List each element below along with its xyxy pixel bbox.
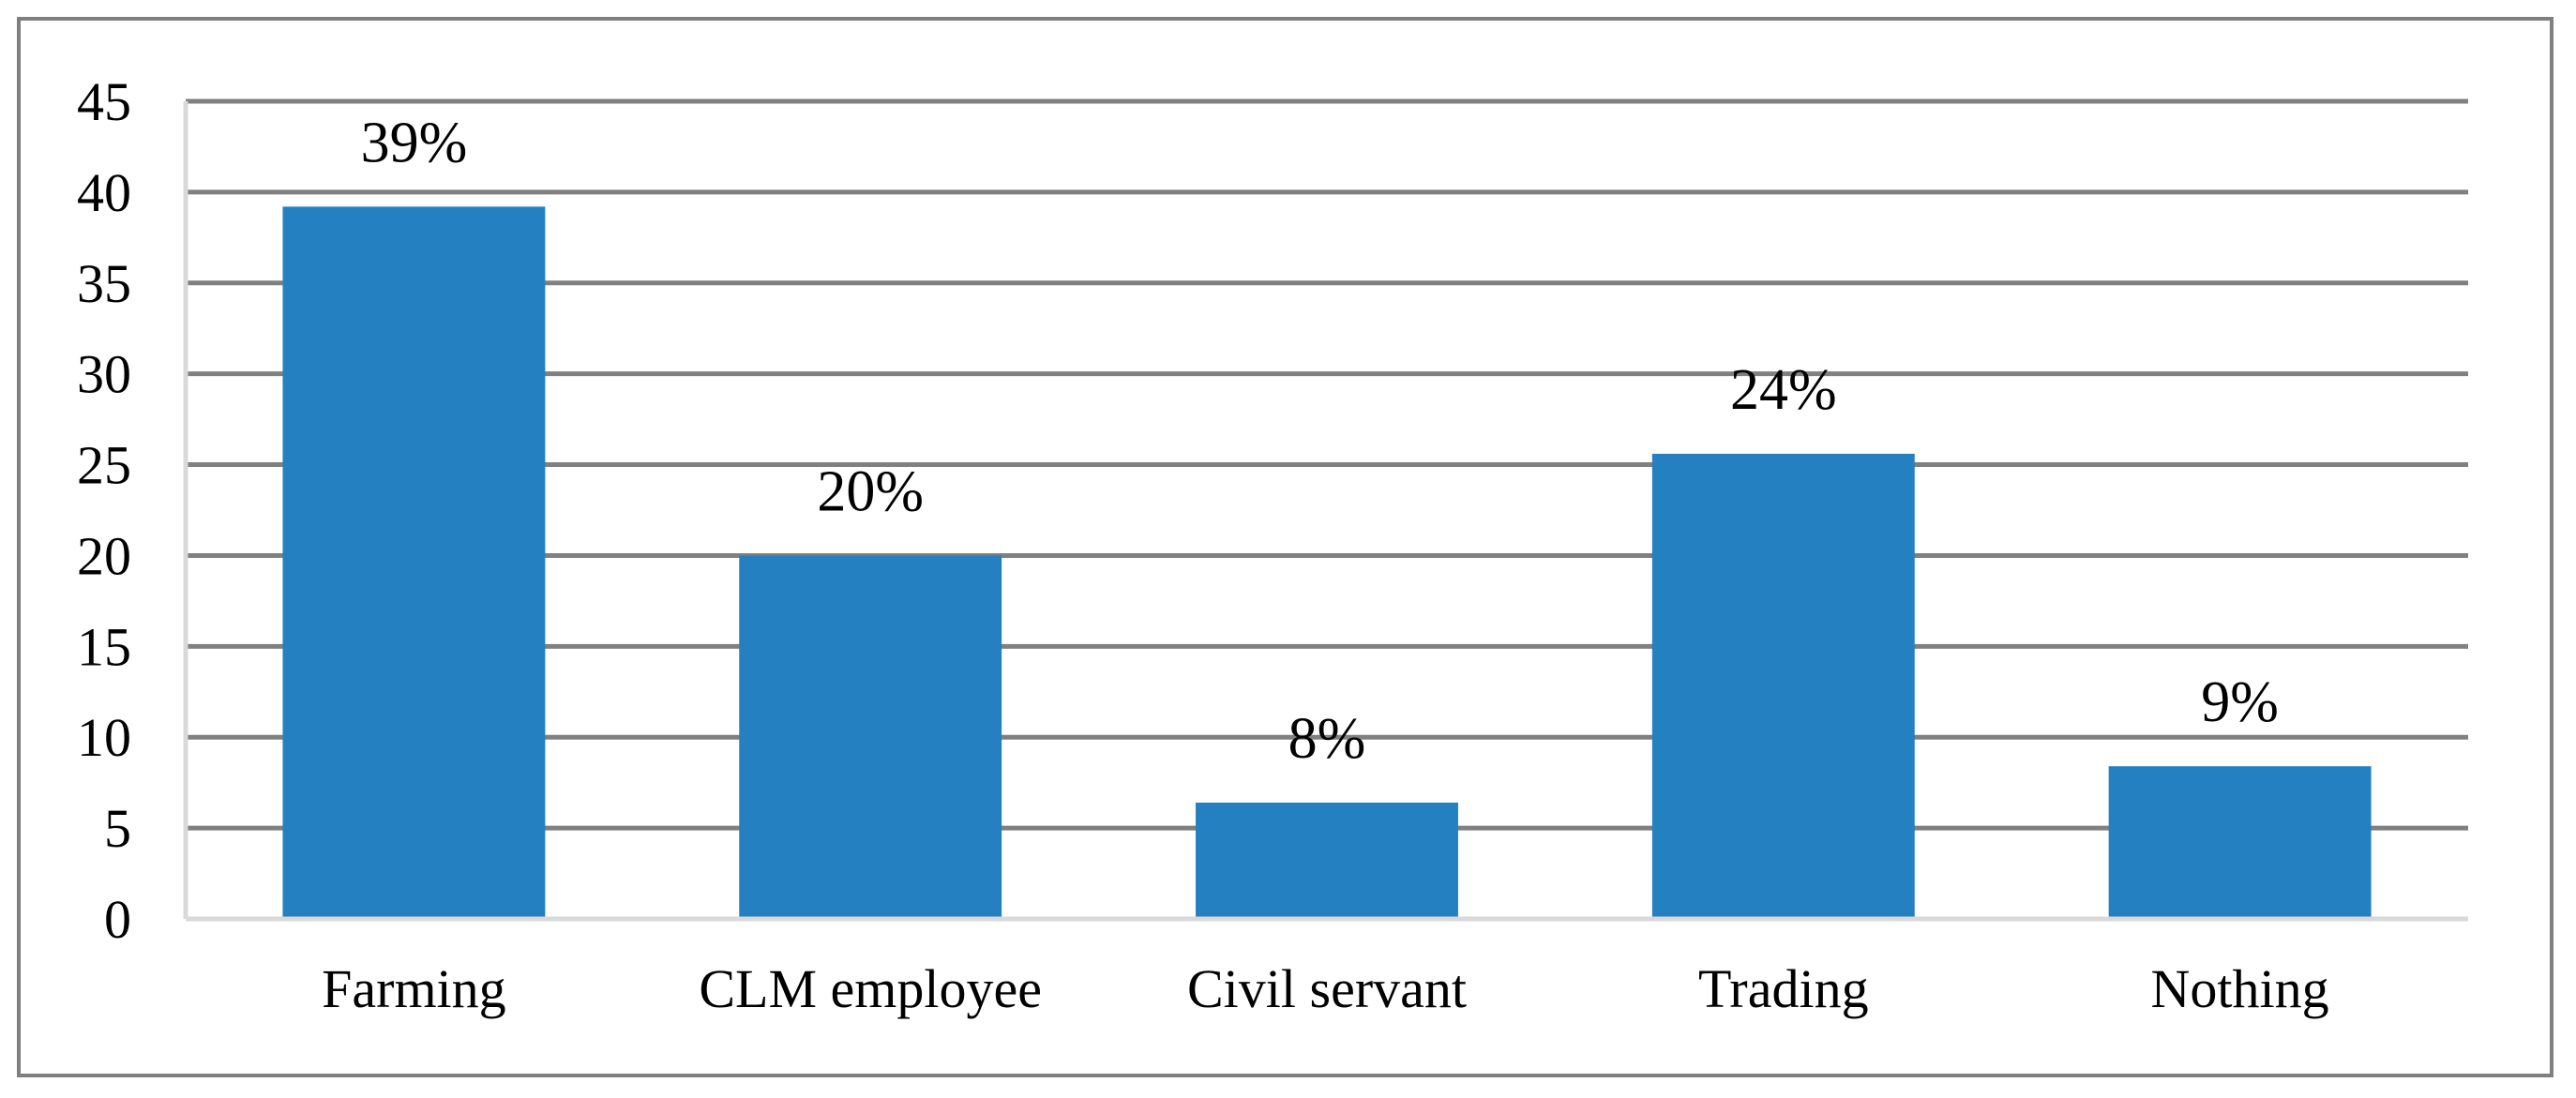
y-tick-label: 20 [77, 525, 131, 586]
y-tick-label: 35 [77, 253, 131, 314]
y-tick-label: 5 [104, 798, 131, 859]
bar-farming [282, 206, 546, 919]
bar-trading [1651, 453, 1915, 919]
axes [183, 101, 2468, 922]
x-category-label: Trading [1698, 958, 1869, 1019]
labels: 0 5 10 15 20 25 30 35 40 45 39% Farming 20% CLM emplo… [77, 71, 2329, 1019]
y-tick-label: 40 [77, 162, 131, 223]
gridlines [186, 98, 2468, 831]
y-tick-label: 15 [77, 616, 131, 677]
x-category-label: Nothing [2151, 958, 2329, 1019]
y-tick-label: 10 [77, 707, 131, 768]
y-tick-label: 30 [77, 344, 131, 405]
data-label: 39% [361, 111, 468, 174]
bar-clm-employee [739, 555, 1002, 919]
chart-frame: 0 5 10 15 20 25 30 35 40 45 39% Farming 20% CLM emplo… [17, 17, 2553, 1077]
data-label: 8% [1288, 707, 1366, 771]
y-tick-label: 45 [77, 71, 131, 132]
data-label: 9% [2201, 670, 2279, 734]
bar-chart: 0 5 10 15 20 25 30 35 40 45 39% Farming 20% CLM emplo… [77, 71, 2468, 1019]
y-tick-label: 0 [104, 889, 131, 950]
bar-nothing [2108, 766, 2372, 919]
data-label: 20% [817, 459, 924, 523]
x-category-label: Farming [322, 958, 506, 1019]
data-label: 24% [1730, 358, 1837, 422]
bar-civil-servant [1196, 802, 1458, 919]
x-category-label: CLM employee [699, 958, 1042, 1019]
x-category-label: Civil servant [1187, 958, 1467, 1019]
y-tick-label: 25 [77, 435, 131, 496]
bars [282, 206, 2372, 919]
